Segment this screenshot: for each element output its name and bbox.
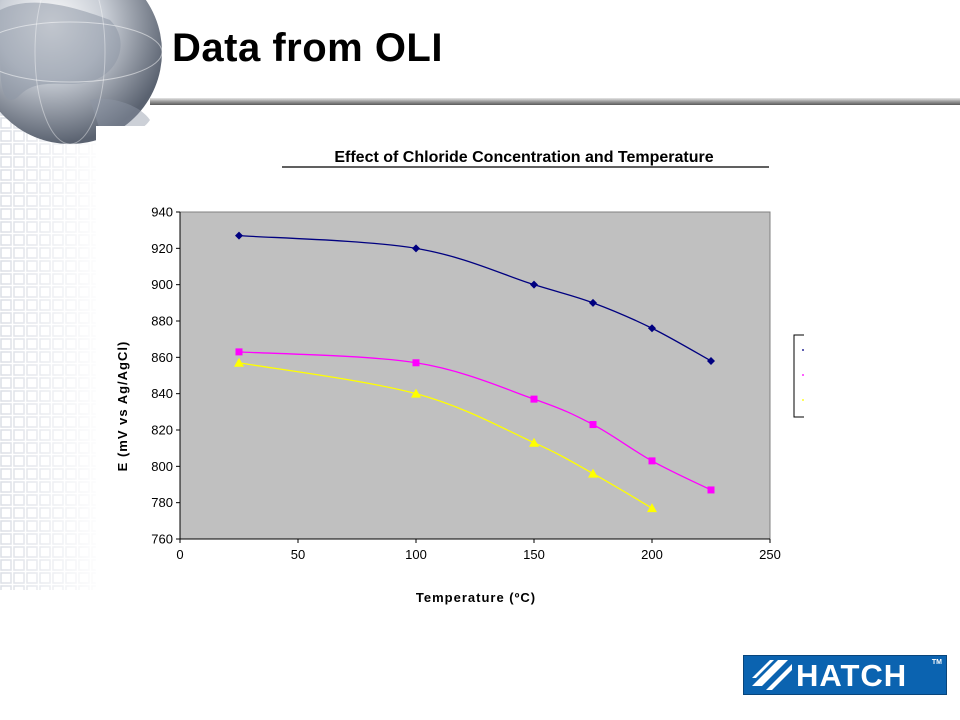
header-bar xyxy=(150,98,960,105)
chart-panel: Effect of Chloride Concentration and Tem… xyxy=(96,126,804,620)
data-point xyxy=(589,421,597,429)
data-point xyxy=(707,356,715,365)
x-tick-label: 0 xyxy=(176,547,183,562)
x-tick-label: 150 xyxy=(523,547,545,562)
x-axis-label: Temperature (ºC) xyxy=(416,590,536,605)
hatch-swoosh-icon xyxy=(752,660,792,690)
data-point xyxy=(235,231,243,240)
data-point xyxy=(529,437,539,447)
y-tick-label: 920 xyxy=(151,241,173,256)
series-layer xyxy=(234,231,715,513)
data-point xyxy=(411,388,421,398)
y-axis-label: E (mV vs Ag/AgCl) xyxy=(115,341,130,472)
series-3 xyxy=(234,357,657,513)
data-point xyxy=(647,503,657,513)
grid-fade xyxy=(0,110,105,590)
x-tick-label: 200 xyxy=(641,547,663,562)
y-tick-label: 880 xyxy=(151,314,173,329)
globe-icon xyxy=(0,0,163,145)
series-line xyxy=(238,362,653,509)
data-point xyxy=(235,348,243,356)
data-point xyxy=(648,324,656,333)
x-axis-ticks: 0 50 100 150 200 250 xyxy=(176,539,781,562)
y-tick-label: 900 xyxy=(151,277,173,292)
slide-title: Data from OLI xyxy=(172,26,443,70)
y-tick-label: 760 xyxy=(151,532,173,547)
x-tick-label: 50 xyxy=(291,547,305,562)
x-tick-label: 250 xyxy=(759,547,781,562)
chart-legend: Cl = 25 ppmCl = 100 ppmCl = 150 ppm xyxy=(793,334,804,418)
y-tick-label: 840 xyxy=(151,386,173,401)
plot-area xyxy=(179,211,771,540)
series-1 xyxy=(235,231,715,365)
data-point xyxy=(530,395,538,403)
legend-box xyxy=(793,334,804,418)
x-tick-label: 100 xyxy=(405,547,427,562)
y-tick-label: 800 xyxy=(151,459,173,474)
y-tick-label: 820 xyxy=(151,423,173,438)
hatch-logo-text: HATCH xyxy=(796,658,908,693)
data-point xyxy=(530,280,538,289)
data-point xyxy=(648,457,656,465)
y-tick-label: 860 xyxy=(151,350,173,365)
data-point xyxy=(589,298,597,307)
data-point xyxy=(707,486,715,494)
line-chart: Effect of Chloride Concentration and Tem… xyxy=(115,149,804,605)
data-point xyxy=(588,468,598,478)
series-2 xyxy=(235,348,715,494)
chart-title: Effect of Chloride Concentration and Tem… xyxy=(334,149,713,166)
data-point xyxy=(234,357,244,367)
trademark-mark: TM xyxy=(931,659,942,666)
hatch-logo: HATCH TM xyxy=(743,655,947,695)
y-tick-label: 940 xyxy=(151,205,173,220)
y-tick-label: 780 xyxy=(151,495,173,510)
y-axis-ticks: 760 780 800 820 840 860 880 900 920 940 xyxy=(151,205,180,547)
data-point xyxy=(412,359,420,367)
data-point xyxy=(412,244,420,253)
